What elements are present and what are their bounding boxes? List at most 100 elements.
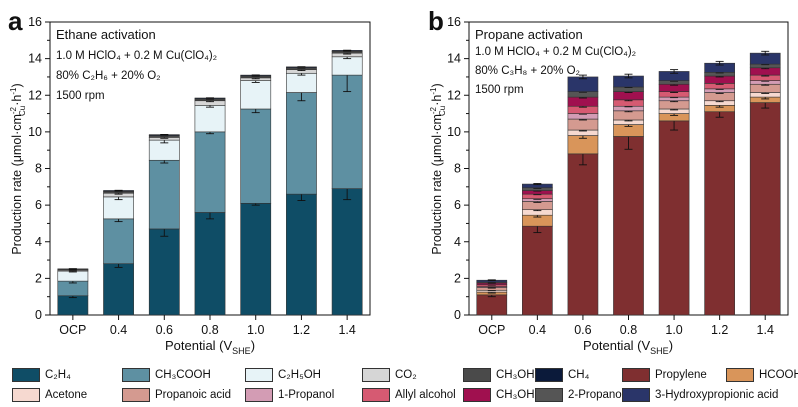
legend-label: Allyl alcohol bbox=[395, 389, 456, 401]
legend-label: CH₄ bbox=[568, 369, 590, 381]
panel-a-bar-segment bbox=[194, 212, 226, 316]
panel-a-bar-segment bbox=[331, 74, 363, 189]
legend-label: CH₃OH bbox=[496, 389, 535, 401]
legend-swatch bbox=[726, 368, 754, 382]
panel-a-ytick-label: 0 bbox=[35, 308, 42, 322]
panel-a-ytick-label: 4 bbox=[35, 235, 42, 249]
panel-a-bar-segment bbox=[57, 295, 89, 316]
panel-b-ytick-label: 10 bbox=[447, 125, 461, 139]
panel-a-bars bbox=[57, 49, 363, 316]
panel-a-bar-segment bbox=[286, 92, 317, 195]
panel-b-ytick-label: 2 bbox=[454, 271, 461, 285]
panel-b-bar-segment bbox=[567, 118, 599, 131]
panel-b-ytick-label: 14 bbox=[447, 52, 461, 66]
panel-a-ytick-label: 12 bbox=[28, 88, 42, 102]
panel-b-xtick-label: 1.4 bbox=[757, 323, 774, 337]
panel-a-condition-electrolyte: 1.0 M HClO₄ + 0.2 M Cu(ClO₄)₂ bbox=[56, 50, 217, 62]
panel-b-xtick-label: 0.6 bbox=[574, 323, 591, 337]
legend-label: CH₃OH bbox=[496, 369, 535, 381]
panel-b-ytick-label: 12 bbox=[447, 88, 461, 102]
panel-b-xtick-label: 1.0 bbox=[665, 323, 682, 337]
legend-label: 3-Hydroxypropionic acid bbox=[655, 389, 779, 401]
legend-label: 2-Propanol bbox=[568, 389, 625, 401]
legend-label: HCOOH bbox=[759, 369, 798, 381]
panel-b-ytick-label: 6 bbox=[454, 198, 461, 212]
panel-a-bar-segment bbox=[286, 72, 317, 93]
panel-a-bar-segment bbox=[103, 196, 134, 220]
panel-b-x-axis-label: Potential (VSHE) bbox=[583, 338, 673, 356]
panel-a-ytick-label: 6 bbox=[35, 198, 42, 212]
panel-b-bar-segment bbox=[567, 153, 599, 316]
legend-swatch bbox=[122, 388, 150, 402]
legend-label: C₂H₄ bbox=[45, 369, 71, 381]
panel-a-bar-segment bbox=[240, 80, 272, 110]
legend-item: C₂H₄ bbox=[12, 368, 71, 382]
legend-item: C₂H₅OH bbox=[245, 368, 321, 382]
legend-label: 1-Propanol bbox=[278, 389, 335, 401]
legend-swatch bbox=[463, 388, 491, 402]
legend-swatch bbox=[622, 388, 650, 402]
panel-a-condition-rpm: 1500 rpm bbox=[56, 90, 105, 102]
panel-b-bar-segment bbox=[476, 294, 508, 316]
legend-item: CH₄ bbox=[535, 368, 589, 382]
panel-a-x-axis-label: Potential (VSHE) bbox=[165, 338, 255, 356]
panel-a-condition-gas: 80% C₂H₆ + 20% O₂ bbox=[56, 70, 161, 82]
legend-item: HCOOH bbox=[726, 368, 798, 382]
legend-swatch bbox=[12, 368, 40, 382]
panel-a-xtick-label: 0.6 bbox=[156, 323, 173, 337]
legend-item: Propanoic acid bbox=[122, 388, 231, 402]
panel-a-axis: 0 2 4 6 8 10 12 14 16 OCP 0.4 0.6 0.8 1.0 1.2 1.4 bbox=[28, 15, 356, 337]
panel-a-bar-segment bbox=[148, 159, 180, 230]
panel-b-title: Propane activation bbox=[475, 27, 583, 42]
legend-swatch bbox=[622, 368, 650, 382]
legend-label: Acetone bbox=[45, 389, 88, 401]
panel-b-xtick-label: 1.2 bbox=[711, 323, 728, 337]
panel-a-xtick-label: 0.8 bbox=[201, 323, 218, 337]
panel-a-xtick-label: 1.0 bbox=[247, 323, 264, 337]
panel-b-condition-rpm: 1500 rpm bbox=[475, 84, 524, 96]
legend-item: Propylene bbox=[622, 368, 707, 382]
panel-b: b 0 2 4 6 8 10 12 14 16 OCP 0.4 0.6 0.8 1.0 1.2 1.4 Pro… bbox=[428, 6, 789, 356]
legend-swatch bbox=[362, 368, 390, 382]
legend-label: CH₃COOH bbox=[155, 369, 211, 381]
panel-a-y-axis-label: Production rate (μmol·cm-2Cu·h-1) bbox=[9, 83, 27, 254]
panel-a-ytick-label: 14 bbox=[28, 52, 42, 66]
legend-swatch bbox=[535, 368, 563, 382]
panel-a-bar-segment bbox=[331, 56, 363, 76]
legend-item: 3-Hydroxypropionic acid bbox=[622, 388, 778, 402]
panel-a-bar-segment bbox=[148, 228, 180, 316]
legend-swatch bbox=[535, 388, 563, 402]
legend-swatch bbox=[12, 388, 40, 402]
legend-item: CH₃OH bbox=[463, 388, 535, 402]
panel-b-bar-segment bbox=[749, 102, 781, 316]
panel-b-bar-segment bbox=[658, 120, 690, 316]
legend-label: Propylene bbox=[655, 369, 707, 381]
panel-a-bar-segment bbox=[240, 202, 272, 316]
panel-b-axis: 0 2 4 6 8 10 12 14 16 OCP 0.4 0.6 0.8 1.0 1.2 1.4 bbox=[447, 15, 774, 337]
legend-item: 2-Propanol bbox=[535, 388, 624, 402]
panel-b-y-axis-label: Production rate (μmol·cm-2Cu·h-1) bbox=[429, 83, 447, 254]
panel-a-xtick-label: 1.2 bbox=[293, 323, 310, 337]
panel-b-letter: b bbox=[428, 6, 444, 36]
panel-b-ytick-label: 16 bbox=[447, 15, 461, 29]
panel-b-ytick-label: 0 bbox=[454, 308, 461, 322]
legend-swatch bbox=[122, 368, 150, 382]
panel-a-bar-segment bbox=[286, 193, 317, 316]
panel-a-bar-segment bbox=[194, 105, 226, 133]
panel-a-xtick-label: 1.4 bbox=[338, 323, 355, 337]
legend-item: Acetone bbox=[12, 388, 87, 402]
panel-b-bars bbox=[476, 50, 781, 316]
panel-b-xtick-label: 0.4 bbox=[529, 323, 546, 337]
legend-swatch bbox=[463, 368, 491, 382]
legend-swatch bbox=[245, 388, 273, 402]
legend-item: CH₃OH bbox=[463, 368, 535, 382]
panel-a: a 0 2 4 6 8 10 12 14 16 OCP 0.4 0.6 0.8 1.0 1.2 1.4 Eth… bbox=[8, 6, 371, 356]
legend-label: Propanoic acid bbox=[155, 389, 232, 401]
panel-b-ytick-label: 8 bbox=[454, 162, 461, 176]
legend-label: C₂H₅OH bbox=[278, 369, 321, 381]
panel-b-xtick-label: OCP bbox=[478, 323, 505, 337]
panel-b-ytick-label: 4 bbox=[454, 235, 461, 249]
panel-a-xtick-label: OCP bbox=[59, 323, 86, 337]
legend-item: CH₃COOH bbox=[122, 368, 211, 382]
panel-a-xtick-label: 0.4 bbox=[110, 323, 127, 337]
